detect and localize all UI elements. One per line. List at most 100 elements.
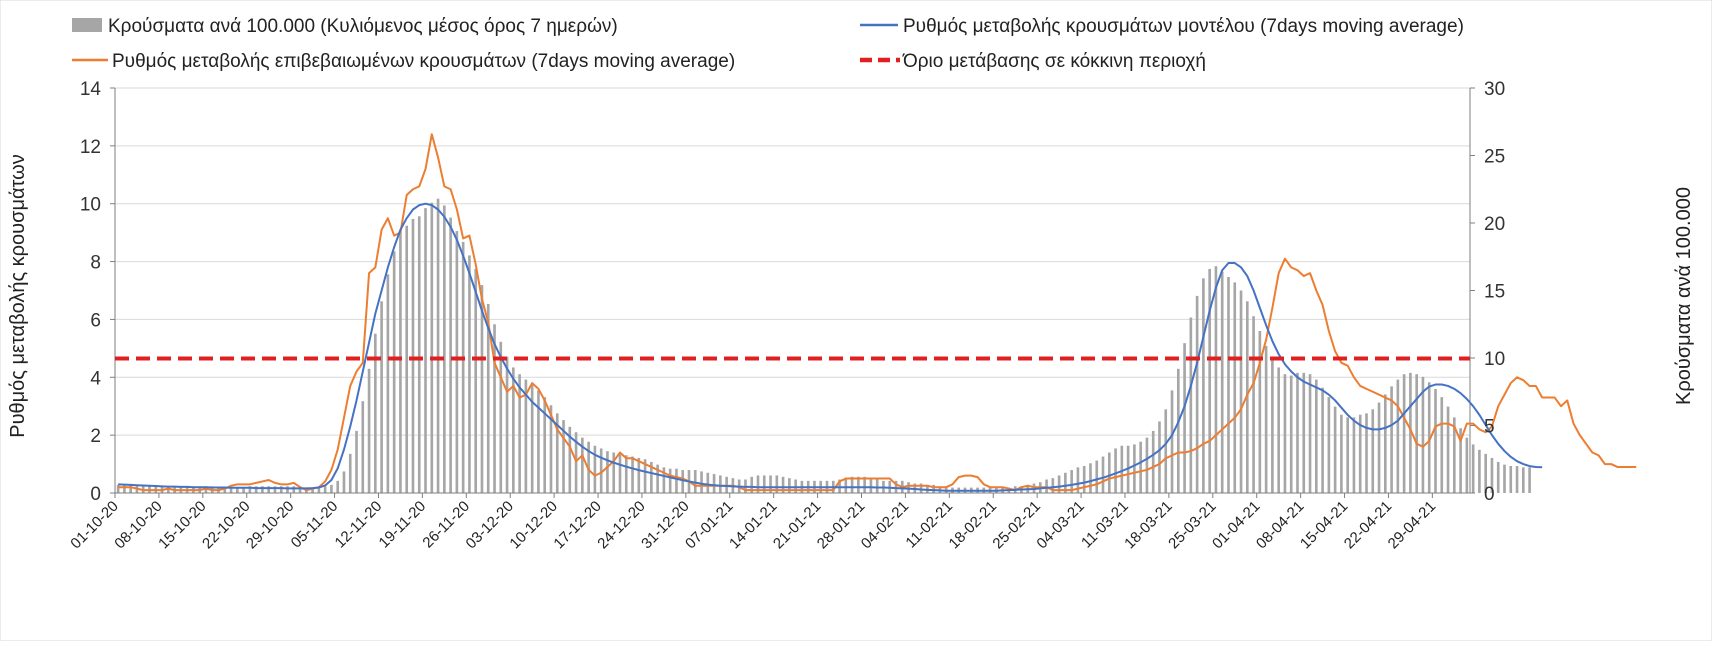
bar: [850, 476, 854, 493]
bar: [1346, 417, 1349, 493]
bar: [443, 205, 446, 493]
left-tick-label: 4: [90, 368, 101, 389]
bar: [254, 486, 258, 493]
bar: [681, 470, 685, 493]
bar: [781, 476, 785, 493]
right-tick-label: 20: [1484, 214, 1505, 235]
bar: [863, 476, 866, 493]
bar: [1371, 409, 1375, 493]
bar: [637, 457, 641, 493]
bar: [1421, 376, 1425, 493]
bar: [229, 487, 233, 493]
bar: [1258, 331, 1262, 493]
bar: [342, 471, 346, 493]
left-axis-title: Ρυθμός μεταβολής κρουσμάτων: [7, 154, 29, 438]
legend-bars-swatch: [72, 18, 102, 32]
right-tick-label: 25: [1484, 147, 1505, 168]
legend-item-model: Ρυθμός μεταβολής κρουσμάτων μοντέλου (7d…: [860, 16, 1464, 37]
bar: [919, 483, 923, 493]
bar: [700, 471, 703, 493]
line-series: [115, 133, 1637, 492]
bar: [1314, 379, 1318, 493]
bar: [493, 324, 496, 493]
bar: [543, 397, 547, 493]
left-tick-label: 8: [90, 253, 101, 274]
left-tick-label: 0: [90, 484, 101, 505]
bar: [348, 453, 352, 493]
right-tick-label: 30: [1484, 79, 1505, 100]
bar: [505, 356, 509, 493]
bar: [1478, 449, 1481, 493]
bar: [399, 232, 402, 493]
bar: [518, 374, 521, 493]
bar: [1183, 343, 1186, 493]
bar: [1465, 437, 1469, 493]
bar: [762, 475, 766, 493]
bar: [1352, 417, 1356, 493]
right-tick-label: 10: [1484, 349, 1505, 370]
bar: [1239, 290, 1243, 493]
bar: [1214, 266, 1218, 493]
bar: [1277, 367, 1280, 493]
bar: [273, 486, 277, 493]
bar: [1051, 478, 1055, 493]
right-axis-title: Κρούσματα ανά 100.000: [1673, 187, 1695, 405]
bar: [1195, 295, 1199, 493]
bar: [129, 484, 132, 493]
bar: [624, 455, 628, 493]
bar: [656, 464, 659, 493]
bar: [537, 390, 540, 493]
bar: [1384, 394, 1387, 493]
bar: [530, 385, 534, 493]
bar: [1139, 441, 1142, 493]
bar: [1484, 453, 1487, 493]
bar: [330, 484, 333, 493]
bar: [1321, 387, 1324, 493]
bar: [1434, 389, 1437, 493]
bar: [1151, 430, 1155, 493]
bar: [286, 486, 289, 493]
legend-model-label: Ρυθμός μεταβολής κρουσμάτων μοντέλου (7d…: [903, 16, 1464, 37]
bar: [1503, 464, 1506, 493]
legend-item-bars: Κρούσματα ανά 100.000 (Κυλιόμενος μέσος …: [72, 16, 618, 37]
bar: [1164, 409, 1168, 493]
legend-item-confirmed: Ρυθμός μεταβολής επιβεβαιωμένων κρουσμάτ…: [72, 51, 735, 72]
bar: [1402, 374, 1406, 493]
left-tick-label: 12: [80, 137, 101, 158]
bar: [1101, 456, 1105, 493]
right-tick-label: 0: [1484, 484, 1495, 505]
bar: [317, 487, 321, 493]
bar: [574, 432, 578, 493]
bar: [461, 241, 465, 493]
bar: [1057, 475, 1061, 493]
bar: [1189, 317, 1193, 493]
bar: [1145, 437, 1149, 493]
bar: [769, 475, 772, 493]
bar: [1133, 444, 1136, 493]
bar: [606, 451, 609, 493]
bar: [1158, 421, 1161, 493]
bar: [618, 453, 622, 493]
bar: [323, 486, 327, 493]
bar: [236, 487, 239, 493]
bar: [486, 304, 490, 493]
bar: [1283, 374, 1287, 493]
bar: [1377, 402, 1381, 493]
bar: [1390, 386, 1393, 493]
bar: [392, 251, 396, 493]
bar: [869, 478, 873, 493]
bar: [662, 467, 666, 493]
bar: [1496, 461, 1500, 493]
bar: [499, 341, 503, 493]
bar: [336, 480, 340, 493]
bar: [1220, 271, 1224, 493]
bar: [643, 459, 647, 493]
bar: [1245, 301, 1249, 493]
bar: [1409, 372, 1412, 493]
bar: [512, 367, 515, 493]
bar: [436, 198, 440, 493]
bar: [267, 486, 270, 493]
bar: [907, 482, 910, 493]
bar: [675, 468, 678, 493]
bar: [1076, 467, 1080, 493]
